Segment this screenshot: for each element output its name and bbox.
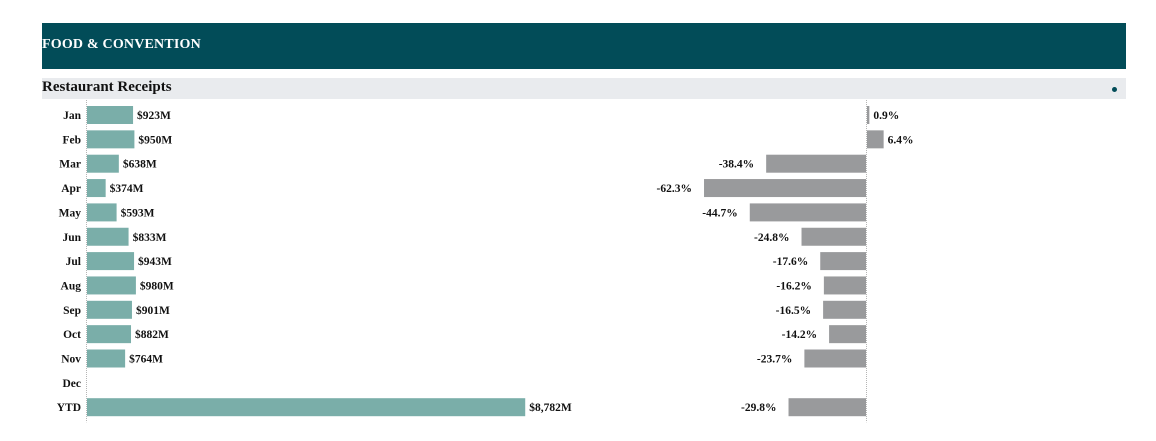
change-bar-apr <box>704 179 866 198</box>
category-label-dec: Dec <box>62 378 81 390</box>
change-label-feb: 6.4% <box>888 134 914 146</box>
receipts-bar-apr <box>87 179 106 198</box>
change-label-oct: -14.2% <box>782 329 817 341</box>
change-bar-jul <box>820 252 866 271</box>
category-label-nov: Nov <box>61 354 81 366</box>
change-bar-may <box>749 203 866 222</box>
header-banner: FOOD & CONVENTION <box>42 23 1126 69</box>
category-label-mar: Mar <box>59 159 81 171</box>
receipts-label-jun: $833M <box>133 231 167 244</box>
change-bar-mar <box>766 154 866 173</box>
category-label-feb: Feb <box>62 134 81 146</box>
change-bar-feb <box>867 130 884 149</box>
section-title: Restaurant Receipts <box>42 79 172 95</box>
receipts-bar-sep <box>87 300 132 319</box>
category-label-may: May <box>59 207 82 219</box>
change-label-jun: -24.8% <box>754 232 789 244</box>
change-label-nov: -23.7% <box>757 354 792 366</box>
receipts-label-apr: $374M <box>110 182 144 195</box>
change-bar-jan <box>867 106 870 124</box>
change-label-ytd: -29.8% <box>741 402 776 414</box>
change-label-mar: -38.4% <box>719 159 754 171</box>
change-bar-jun <box>801 227 866 246</box>
header-title: FOOD & CONVENTION <box>42 37 201 52</box>
receipts-label-ytd: $8,782M <box>529 401 572 414</box>
section-dot-icon <box>1112 87 1117 92</box>
category-label-jun: Jun <box>62 232 81 244</box>
change-bar-nov <box>804 349 866 368</box>
category-label-aug: Aug <box>61 280 82 292</box>
change-label-aug: -16.2% <box>776 280 811 292</box>
receipts-bar-jul <box>87 252 135 271</box>
change-label-jul: -17.6% <box>773 256 808 268</box>
category-label-jan: Jan <box>63 110 82 122</box>
receipts-label-mar: $638M <box>123 158 157 171</box>
receipts-label-may: $593M <box>121 206 155 219</box>
receipts-bar-may <box>87 203 117 222</box>
receipts-bar-aug <box>87 276 136 295</box>
category-label-ytd: YTD <box>57 402 81 414</box>
receipts-label-feb: $950M <box>138 133 172 146</box>
change-label-jan: 0.9% <box>873 110 899 122</box>
receipts-bar-mar <box>87 154 119 173</box>
category-label-jul: Jul <box>66 256 81 268</box>
receipts-bar-feb <box>87 130 135 149</box>
receipts-label-aug: $980M <box>140 279 174 292</box>
restaurant-receipts-chart: Jan $923M 0.9% Feb $950M 6.4% Mar $638M -38.4% Ap… <box>57 100 914 423</box>
change-label-sep: -16.5% <box>776 305 811 317</box>
category-label-sep: Sep <box>63 305 81 317</box>
change-bar-oct <box>829 325 866 344</box>
receipts-bar-ytd <box>87 398 526 417</box>
receipts-bar-jan <box>87 106 134 124</box>
change-bar-sep <box>823 300 866 319</box>
receipts-label-jan: $923M <box>137 109 171 122</box>
category-label-apr: Apr <box>61 183 81 195</box>
receipts-label-nov: $764M <box>129 353 163 366</box>
receipts-label-oct: $882M <box>135 328 169 341</box>
receipts-bar-oct <box>87 325 132 344</box>
change-label-may: -44.7% <box>702 207 737 219</box>
receipts-bar-nov <box>87 349 126 368</box>
change-label-apr: -62.3% <box>657 183 692 195</box>
section-header: Restaurant Receipts <box>42 78 1126 99</box>
receipts-label-sep: $901M <box>136 304 170 317</box>
category-label-oct: Oct <box>63 329 81 341</box>
receipts-label-jul: $943M <box>138 255 172 268</box>
change-bar-ytd <box>788 398 866 417</box>
receipts-bar-jun <box>87 227 129 246</box>
change-bar-aug <box>823 276 866 295</box>
